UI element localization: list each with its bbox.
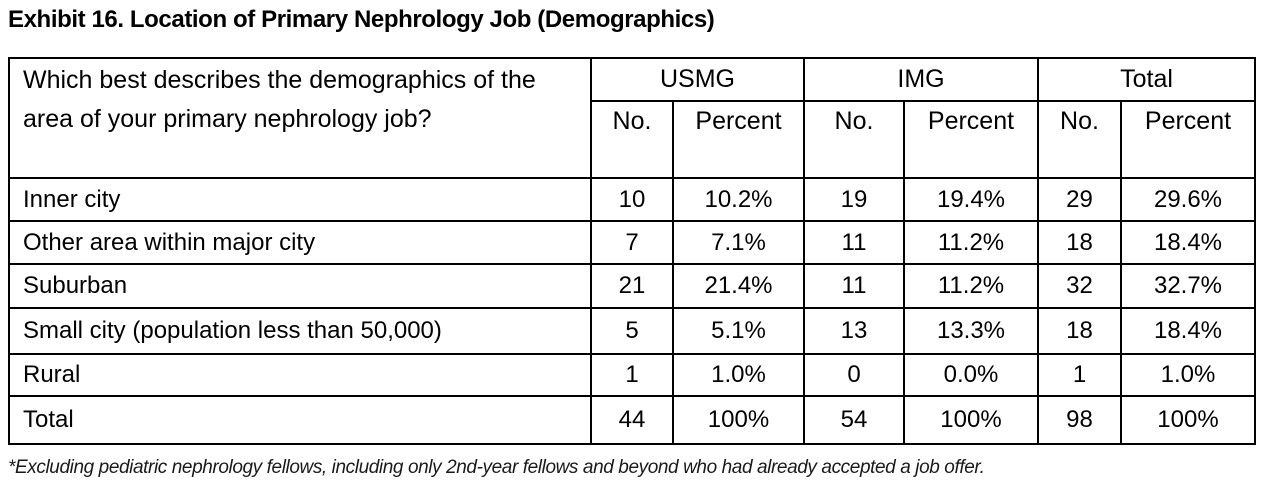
cell-total-no: 18 <box>1037 307 1122 355</box>
cell-img-percent: 11.2% <box>903 220 1039 265</box>
row-label-small-city: Small city (population less than 50,000) <box>8 307 592 355</box>
table-row-other-area: Other area within major city 7 7.1% 11 1… <box>8 220 1256 265</box>
cell-img-no: 19 <box>803 177 905 222</box>
cell-total-percent: 29.6% <box>1120 177 1256 222</box>
cell-total-percent: 100% <box>1120 395 1256 445</box>
subheader-usmg-percent: Percent <box>672 100 805 179</box>
cell-total-no: 32 <box>1037 263 1122 309</box>
group-header-total: Total <box>1037 57 1256 102</box>
row-label-other-area: Other area within major city <box>8 220 592 265</box>
cell-usmg-no: 21 <box>590 263 674 309</box>
header-row-subcolumns: No. Percent No. Percent No. Percent <box>9 100 1256 179</box>
row-label-inner-city: Inner city <box>8 177 592 222</box>
row-label-rural: Rural <box>8 353 592 397</box>
cell-total-percent: 32.7% <box>1120 263 1256 309</box>
cell-total-no: 98 <box>1037 395 1122 445</box>
cell-img-percent: 13.3% <box>903 307 1039 355</box>
cell-usmg-no: 10 <box>590 177 674 222</box>
footnote: *Excluding pediatric nephrology fellows,… <box>8 457 985 478</box>
header-row-groups: Which best describes the demographics of… <box>8 57 1256 179</box>
cell-img-no: 11 <box>803 263 905 309</box>
question-header-cell: Which best describes the demographics of… <box>8 57 592 179</box>
cell-total-no: 1 <box>1037 353 1122 397</box>
cell-img-no: 54 <box>803 395 905 445</box>
row-label-total: Total <box>8 395 592 445</box>
table-row-rural: Rural 1 1.0% 0 0.0% 1 1.0% <box>8 353 1256 397</box>
cell-total-no: 29 <box>1037 177 1122 222</box>
subheader-img-percent: Percent <box>903 100 1039 179</box>
cell-usmg-percent: 5.1% <box>672 307 805 355</box>
subheader-usmg-no: No. <box>590 100 674 179</box>
table-row-suburban: Suburban 21 21.4% 11 11.2% 32 32.7% <box>8 263 1256 309</box>
cell-usmg-percent: 10.2% <box>672 177 805 222</box>
subheader-img-no: No. <box>803 100 905 179</box>
row-label-suburban: Suburban <box>8 263 592 309</box>
cell-img-percent: 100% <box>903 395 1039 445</box>
cell-total-percent: 18.4% <box>1120 220 1256 265</box>
cell-usmg-no: 5 <box>590 307 674 355</box>
cell-usmg-percent: 21.4% <box>672 263 805 309</box>
cell-total-no: 18 <box>1037 220 1122 265</box>
exhibit-title: Exhibit 16. Location of Primary Nephrolo… <box>8 6 715 33</box>
table-row-small-city: Small city (population less than 50,000)… <box>8 307 1256 355</box>
cell-img-no: 0 <box>803 353 905 397</box>
cell-total-percent: 18.4% <box>1120 307 1256 355</box>
cell-img-percent: 11.2% <box>903 263 1039 309</box>
group-header-usmg: USMG <box>590 57 805 102</box>
cell-usmg-no: 44 <box>590 395 674 445</box>
cell-usmg-no: 7 <box>590 220 674 265</box>
cell-img-percent: 0.0% <box>903 353 1039 397</box>
cell-img-no: 11 <box>803 220 905 265</box>
subheader-total-percent: Percent <box>1120 100 1256 179</box>
cell-usmg-no: 1 <box>590 353 674 397</box>
cell-usmg-percent: 100% <box>672 395 805 445</box>
cell-usmg-percent: 1.0% <box>672 353 805 397</box>
cell-img-percent: 19.4% <box>903 177 1039 222</box>
group-header-img: IMG <box>803 57 1039 102</box>
cell-total-percent: 1.0% <box>1120 353 1256 397</box>
cell-img-no: 13 <box>803 307 905 355</box>
table-row-inner-city: Inner city 10 10.2% 19 19.4% 29 29.6% <box>8 177 1256 222</box>
table-row-total: Total 44 100% 54 100% 98 100% <box>8 395 1256 445</box>
subheader-total-no: No. <box>1037 100 1122 179</box>
cell-usmg-percent: 7.1% <box>672 220 805 265</box>
demographics-table: Which best describes the demographics of… <box>8 57 1256 445</box>
